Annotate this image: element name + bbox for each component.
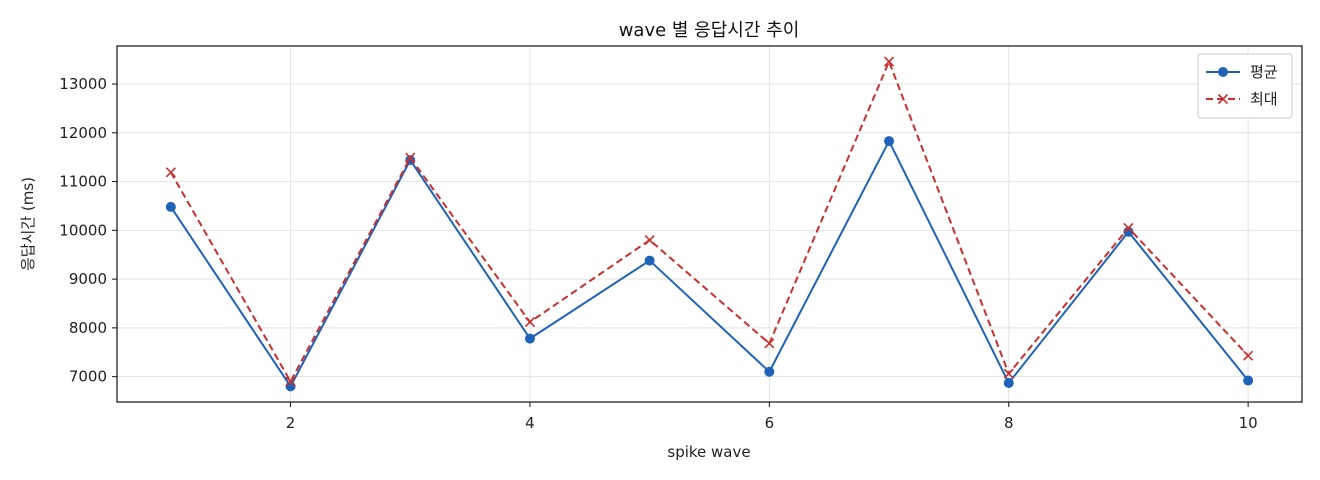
- plot-frame: [116, 45, 1303, 403]
- x-tick-label: 4: [525, 414, 535, 432]
- x-axis-label: spike wave: [667, 443, 750, 461]
- y-tick-label: 8000: [69, 319, 107, 337]
- data-point: [285, 381, 296, 392]
- y-axis-label: 응답시간 (ms): [19, 177, 37, 271]
- data-point: [1003, 377, 1014, 388]
- data-point: [1243, 375, 1254, 386]
- data-point: [884, 136, 895, 147]
- series-line: [169, 60, 1249, 383]
- y-tick-label: 11000: [59, 173, 107, 191]
- legend-item: 평균: [1206, 63, 1278, 81]
- legend-item: 최대: [1206, 90, 1278, 108]
- data-point: [165, 201, 176, 212]
- data-point: [1123, 222, 1134, 233]
- grid: [117, 46, 1302, 402]
- x-tick-label: 8: [1004, 414, 1014, 432]
- legend-marker: [1218, 67, 1228, 77]
- legend-label: 평균: [1250, 63, 1278, 81]
- series-line: [170, 140, 1249, 388]
- data-point: [524, 316, 536, 328]
- series-1: [165, 136, 1254, 392]
- x-tick-label: 10: [1239, 414, 1258, 432]
- ticks: 2 4 6 8 10 7000 8000 9000 10000 11000 12000 13000: [59, 75, 1257, 432]
- data-point: [405, 152, 416, 163]
- legend-label: 최대: [1250, 90, 1278, 108]
- x-tick-label: 2: [286, 414, 296, 432]
- data-point: [165, 167, 176, 178]
- data-point: [764, 366, 775, 377]
- legend-box: [1197, 53, 1293, 119]
- data-point: [524, 333, 535, 344]
- data-point: [644, 235, 655, 246]
- series-layer: [165, 56, 1254, 392]
- data-point: [285, 376, 296, 387]
- chart-title: wave 별 응답시간 추이: [619, 20, 800, 41]
- y-tick-label: 7000: [69, 368, 107, 386]
- data-point: [1243, 350, 1254, 361]
- data-point: [644, 255, 655, 266]
- y-tick-label: 10000: [59, 221, 107, 239]
- y-tick-label: 9000: [69, 270, 107, 288]
- data-point: [764, 338, 775, 349]
- legend-marker: [1217, 93, 1229, 105]
- series-2: [165, 56, 1254, 387]
- data-point: [883, 56, 895, 67]
- data-point: [1003, 368, 1014, 379]
- y-tick-label: 12000: [59, 124, 107, 142]
- y-tick-label: 13000: [59, 75, 107, 93]
- x-tick-label: 6: [765, 414, 775, 432]
